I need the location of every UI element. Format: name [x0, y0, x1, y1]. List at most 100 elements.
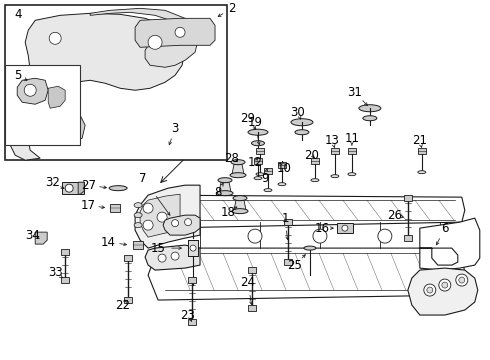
Bar	[404, 195, 412, 201]
Ellipse shape	[233, 195, 247, 201]
Polygon shape	[17, 78, 48, 104]
Ellipse shape	[418, 171, 426, 174]
Polygon shape	[10, 13, 185, 160]
Text: 17: 17	[81, 199, 96, 212]
Text: 28: 28	[224, 152, 240, 165]
Circle shape	[148, 35, 162, 49]
Bar	[254, 158, 262, 164]
Polygon shape	[145, 245, 200, 270]
Ellipse shape	[218, 178, 232, 183]
Ellipse shape	[278, 183, 286, 186]
Circle shape	[33, 70, 43, 80]
Circle shape	[143, 203, 153, 213]
Polygon shape	[78, 182, 84, 194]
Bar	[61, 277, 69, 283]
Circle shape	[459, 277, 465, 283]
Circle shape	[424, 284, 436, 296]
Text: 1: 1	[281, 212, 289, 225]
Circle shape	[49, 32, 61, 44]
Text: 13: 13	[324, 134, 340, 147]
Ellipse shape	[256, 173, 264, 176]
Text: 31: 31	[347, 86, 362, 99]
Text: 25: 25	[288, 258, 302, 271]
Polygon shape	[232, 164, 244, 174]
Ellipse shape	[264, 189, 272, 192]
Polygon shape	[135, 18, 215, 47]
Circle shape	[439, 279, 451, 291]
Polygon shape	[234, 200, 246, 210]
Bar	[5, 65, 80, 145]
Bar	[188, 277, 196, 283]
Polygon shape	[408, 268, 478, 315]
Ellipse shape	[134, 203, 142, 208]
Bar	[110, 204, 120, 212]
Bar	[248, 267, 256, 273]
Bar	[278, 162, 286, 168]
Text: 32: 32	[45, 176, 60, 189]
Text: 18: 18	[220, 206, 236, 219]
Circle shape	[427, 287, 433, 293]
Text: 22: 22	[116, 298, 131, 311]
Text: 2: 2	[228, 2, 236, 15]
Text: 15: 15	[150, 242, 166, 255]
Text: 27: 27	[81, 179, 96, 192]
Text: 10: 10	[276, 162, 292, 175]
Ellipse shape	[363, 116, 377, 121]
Ellipse shape	[230, 173, 246, 178]
Text: 7: 7	[139, 172, 147, 185]
Ellipse shape	[251, 141, 265, 146]
Text: 16: 16	[315, 222, 329, 235]
Ellipse shape	[254, 177, 262, 180]
Text: 33: 33	[48, 266, 63, 279]
Text: 30: 30	[291, 106, 305, 119]
Bar	[124, 297, 132, 303]
Bar	[264, 168, 272, 174]
Circle shape	[33, 100, 43, 110]
Text: 8: 8	[214, 186, 221, 199]
Circle shape	[190, 245, 196, 251]
Bar	[284, 259, 292, 265]
Circle shape	[378, 229, 392, 243]
Polygon shape	[163, 215, 200, 235]
Circle shape	[442, 282, 448, 288]
Ellipse shape	[217, 191, 233, 195]
Ellipse shape	[248, 129, 268, 135]
Ellipse shape	[134, 222, 142, 228]
Bar	[331, 148, 339, 154]
Ellipse shape	[134, 213, 142, 218]
Ellipse shape	[295, 130, 309, 135]
Bar	[188, 240, 198, 256]
Text: 3: 3	[172, 122, 179, 135]
Bar	[248, 305, 256, 311]
Bar	[404, 235, 412, 241]
Circle shape	[172, 220, 178, 227]
Polygon shape	[420, 218, 480, 270]
Circle shape	[65, 184, 73, 192]
Bar	[337, 223, 353, 233]
Circle shape	[342, 225, 348, 231]
Bar	[5, 5, 227, 160]
Polygon shape	[148, 195, 465, 228]
Bar	[418, 148, 426, 154]
Bar	[284, 219, 292, 225]
Polygon shape	[48, 86, 65, 108]
Circle shape	[313, 229, 327, 243]
Text: 4: 4	[15, 8, 22, 21]
Text: 11: 11	[344, 132, 359, 145]
Polygon shape	[90, 8, 198, 67]
Text: 21: 21	[412, 134, 427, 147]
Text: 6: 6	[441, 222, 448, 235]
Ellipse shape	[304, 246, 316, 250]
Ellipse shape	[109, 186, 127, 191]
Bar	[133, 241, 143, 249]
Polygon shape	[50, 112, 85, 145]
Circle shape	[157, 212, 167, 222]
Circle shape	[24, 84, 36, 96]
Bar	[124, 255, 132, 261]
Text: 20: 20	[304, 149, 319, 162]
Bar	[348, 148, 356, 154]
Text: 5: 5	[15, 69, 22, 82]
Polygon shape	[35, 232, 47, 244]
Text: 24: 24	[241, 275, 255, 289]
Polygon shape	[135, 185, 200, 248]
